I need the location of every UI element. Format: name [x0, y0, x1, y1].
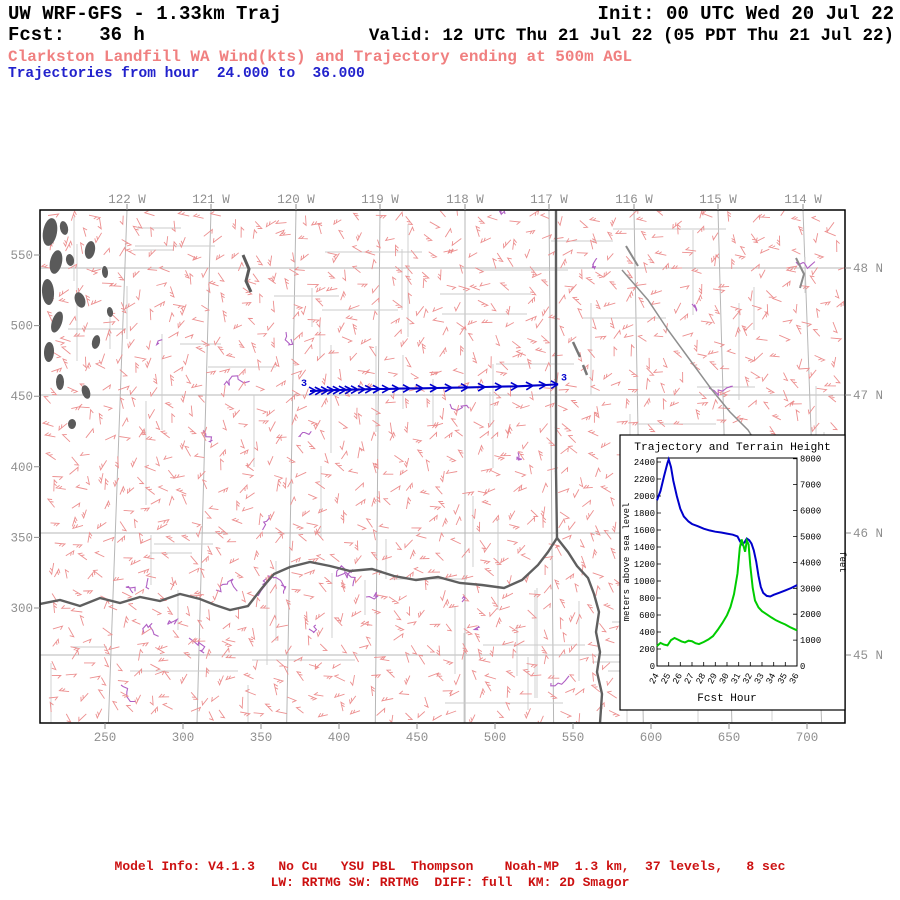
inset-ytick-right: 4000: [800, 558, 821, 568]
inset-ytick-right: 8000: [800, 455, 821, 465]
inset-ytick-right: 7000: [800, 481, 821, 491]
map-axis-labels: 250 300 350 400 450 500 550 600 650 7005505004504…: [10, 193, 883, 745]
lon-label: 115 W: [699, 193, 737, 207]
lon-label: 120 W: [277, 193, 315, 207]
series-trajectory-height-m-ASL: [656, 456, 798, 598]
inset-title: Trajectory and Terrain Height: [634, 442, 831, 454]
lon-label: 118 W: [446, 193, 484, 207]
x-tick-label: 500: [484, 731, 507, 745]
y-tick-label: 400: [10, 461, 33, 475]
inset-ytick-left: 0: [650, 662, 655, 672]
inset-xtick: 32: [741, 672, 755, 686]
series-terrain-height-m-ASL: [656, 537, 798, 647]
x-tick-label: 550: [562, 731, 585, 745]
x-tick-label: 400: [328, 731, 351, 745]
footer-physics: LW: RRTMG SW: RRTMG DIFF: full KM: 2D Sm…: [270, 875, 630, 890]
y-tick-label: 350: [10, 531, 33, 545]
valid-time: Valid: 12 UTC Thu 21 Jul 22 (05 PDT Thu …: [368, 26, 894, 46]
x-tick-label: 600: [640, 731, 663, 745]
lon-label: 114 W: [784, 193, 822, 207]
inset-xtick: 33: [753, 672, 767, 686]
inset-xtick: 31: [729, 672, 743, 686]
trajectory-range: Trajectories from hour 24.000 to 36.000: [8, 66, 365, 82]
lon-label: 119 W: [361, 193, 399, 207]
inset-xtick: 29: [706, 672, 720, 686]
state-borders: [40, 210, 776, 723]
y-tick-label: 500: [10, 320, 33, 334]
inset-chart: Trajectory and Terrain Height 0 200 400 600 8…: [619, 434, 847, 711]
trajectory-arrowheads: [308, 380, 559, 396]
inset-xtick: 30: [718, 672, 732, 686]
lat-label: 48 N: [853, 262, 883, 276]
y-tick-label: 450: [10, 390, 33, 404]
x-tick-label: 650: [718, 731, 741, 745]
x-tick-label: 350: [250, 731, 273, 745]
inset-xlabel: Fcst Hour: [697, 693, 756, 705]
axis-ticks: [34, 204, 851, 729]
inset-ylabel-left: meters above sea level: [622, 503, 632, 622]
x-tick-label: 700: [796, 731, 819, 745]
x-tick-label: 450: [406, 731, 429, 745]
river-lake-lines: [120, 210, 816, 703]
init-time: Init: 00 UTC Wed 20 Jul 22: [597, 3, 894, 25]
inset-ytick-right: 5000: [800, 532, 821, 542]
lon-label: 121 W: [192, 193, 230, 207]
inset-ticks: [656, 458, 798, 667]
inset-xtick: 36: [788, 672, 802, 686]
inset-ytick-left: 1600: [634, 526, 655, 536]
inset-xtick: 27: [683, 672, 697, 686]
inset-xtick: 24: [648, 672, 662, 686]
y-tick-label: 550: [10, 249, 33, 263]
product-title: Clarkston Landfill WA Wind(kts) and Traj…: [8, 48, 633, 66]
inset-ytick-left: 1400: [634, 543, 655, 553]
inset-ytick-right: 3000: [800, 584, 821, 594]
inset-ytick-right: 6000: [800, 507, 821, 517]
terrain-water-features: [41, 218, 806, 429]
footer-model-info: Model Info: V4.1.3 No Cu YSU PBL Thompso…: [114, 859, 786, 874]
inset-xtick: 35: [776, 672, 790, 686]
lat-label: 46 N: [853, 527, 883, 541]
trajectory-end-label: 3: [561, 373, 567, 384]
lon-label: 122 W: [108, 193, 146, 207]
inset-ylabel-right: feet: [837, 551, 847, 573]
inset-xtick: 26: [671, 672, 685, 686]
wind-barb-field: [40, 210, 845, 723]
inset-ytick-right: 0: [800, 662, 805, 672]
inset-xtick: 28: [694, 672, 708, 686]
y-tick-label: 300: [10, 602, 33, 616]
forecast-hour: Fcst: 36 h: [8, 24, 145, 46]
inset-ytick-left: 2400: [634, 458, 655, 468]
inset-ytick-left: 600: [639, 611, 655, 621]
inset-xtick: 34: [764, 672, 778, 686]
trajectory: 33: [301, 373, 567, 396]
lon-label: 116 W: [615, 193, 653, 207]
lat-label: 47 N: [853, 389, 883, 403]
inset-ytick-left: 800: [639, 594, 655, 604]
inset-ytick-left: 200: [639, 645, 655, 655]
inset-ytick-left: 1800: [634, 509, 655, 519]
inset-ytick-left: 2000: [634, 492, 655, 502]
lon-label: 117 W: [530, 193, 568, 207]
inset-ytick-left: 1000: [634, 577, 655, 587]
model-title: UW WRF-GFS - 1.33km Traj: [8, 3, 282, 25]
x-tick-label: 250: [94, 731, 117, 745]
inset-ytick-right: 2000: [800, 610, 821, 620]
inset-ytick-left: 2200: [634, 475, 655, 485]
lat-label: 45 N: [853, 649, 883, 663]
inset-ytick-right: 1000: [800, 636, 821, 646]
inset-xtick: 25: [659, 672, 673, 686]
inset-ytick-left: 1200: [634, 560, 655, 570]
trajectory-start-label: 3: [301, 379, 307, 390]
x-tick-label: 300: [172, 731, 195, 745]
inset-ytick-left: 400: [639, 628, 655, 638]
